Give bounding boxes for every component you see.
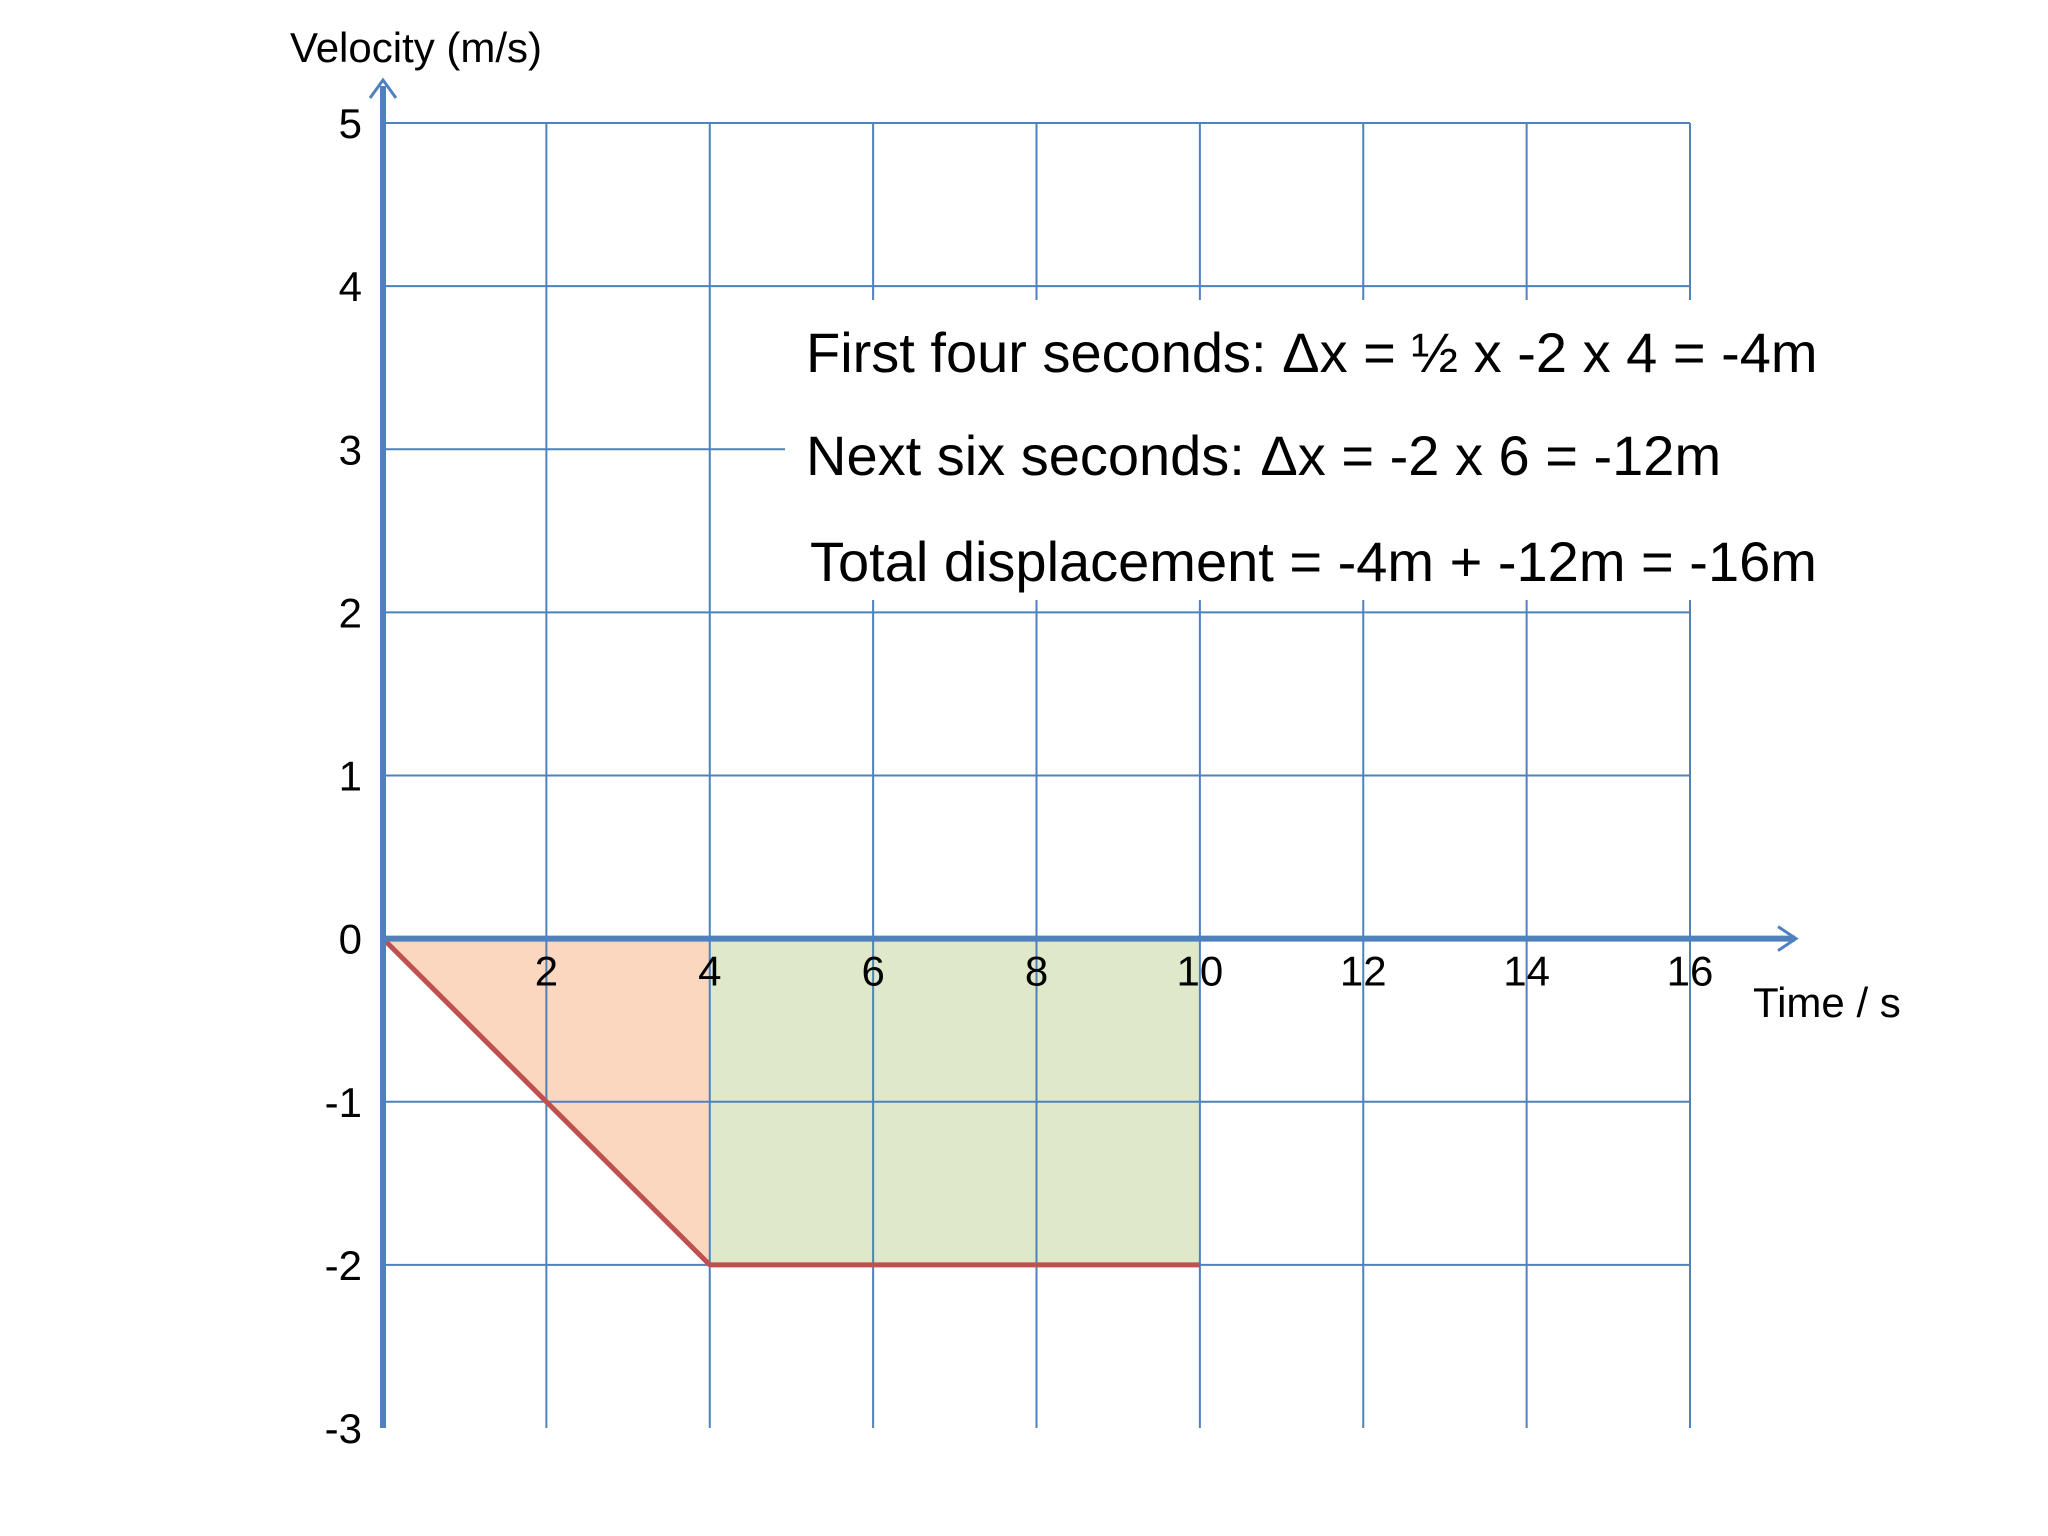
axes <box>368 77 1799 1428</box>
x-tick-label: 14 <box>1503 948 1550 995</box>
x-tick-label: 12 <box>1340 948 1387 995</box>
y-tick-label: 4 <box>339 263 362 310</box>
annotation-first-four-seconds: First four seconds: Δx = ½ x -2 x 4 = -4… <box>806 321 1818 384</box>
annotation-background <box>785 300 1985 600</box>
y-tick-label: -2 <box>325 1242 362 1289</box>
x-tick-label: 6 <box>861 948 884 995</box>
series-line-0 <box>381 936 1200 1268</box>
x-tick-label: 8 <box>1025 948 1048 995</box>
annotation-next-six-seconds: Next six seconds: Δx = -2 x 6 = -12m <box>806 424 1721 487</box>
x-tick-label: 16 <box>1667 948 1714 995</box>
x-axis-arrow <box>1777 925 1799 952</box>
y-tick-label: 3 <box>339 426 362 473</box>
y-axis-arrow <box>368 77 398 99</box>
x-tick-label: 4 <box>698 948 721 995</box>
x-tick-label: 2 <box>535 948 558 995</box>
y-axis-title: Velocity (m/s) <box>290 24 542 71</box>
y-tick-label: -1 <box>325 1079 362 1126</box>
y-tick-label: 5 <box>339 100 362 147</box>
series <box>381 936 1200 1268</box>
y-tick-label: 2 <box>339 589 362 636</box>
y-tick-label: -3 <box>325 1405 362 1452</box>
y-tick-label: 1 <box>339 753 362 800</box>
annotation-total-displacement: Total displacement = -4m + -12m = -16m <box>810 530 1817 593</box>
x-axis-title: Time / s <box>1753 979 1901 1026</box>
x-tick-label: 10 <box>1177 948 1224 995</box>
y-tick-label: 0 <box>339 916 362 963</box>
